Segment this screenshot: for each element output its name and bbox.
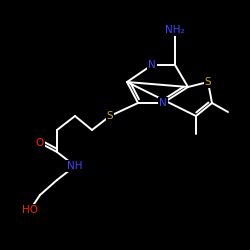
Text: S: S	[107, 111, 113, 121]
Text: HO: HO	[22, 205, 38, 215]
Text: NH₂: NH₂	[165, 25, 185, 35]
Text: N: N	[148, 60, 156, 70]
Text: S: S	[205, 77, 211, 87]
Text: N: N	[159, 98, 167, 108]
Text: NH: NH	[67, 161, 83, 171]
Text: O: O	[36, 138, 44, 148]
